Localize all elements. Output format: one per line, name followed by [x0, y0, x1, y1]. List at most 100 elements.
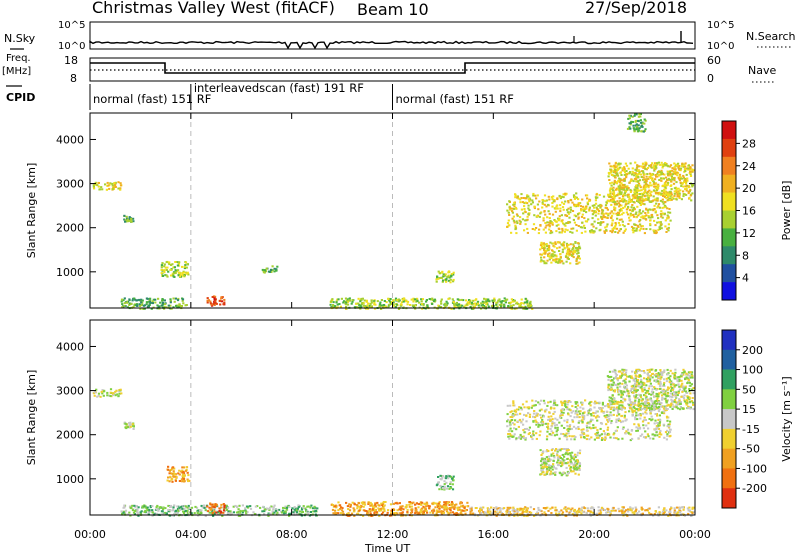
time-axis-label: Time UT [364, 542, 410, 554]
data-region [160, 260, 190, 278]
freq-label: Freq. [6, 53, 31, 64]
colorbar-swatch [722, 369, 736, 390]
colorbar-swatch [722, 409, 736, 430]
colorbar-swatch [722, 488, 736, 509]
data-region [506, 399, 672, 442]
colorbar-swatch [722, 156, 736, 175]
colorbar-swatch [722, 448, 736, 469]
colorbar-swatch [722, 428, 736, 449]
data-region [435, 474, 455, 491]
power-colorbar: 4 8 12 16 20 24 28 Power [dB] [721, 120, 793, 301]
colorbar-tick-label: -100 [742, 462, 767, 475]
data-region [166, 465, 191, 483]
freq-tick-bottom: 8 [70, 72, 77, 85]
colorbar-swatch [722, 121, 736, 140]
colorbar-swatch [722, 264, 736, 283]
colorbar-swatch [722, 468, 736, 489]
colorbar-swatch [722, 282, 736, 301]
data-region [206, 502, 226, 514]
time-tick-label: 12:00 [377, 528, 409, 541]
colorbar-tick-label: 4 [742, 272, 749, 285]
colorbar-swatch [722, 138, 736, 158]
data-region [92, 388, 123, 398]
y-tick-label: 1000 [56, 473, 84, 486]
nsky-panel: N.Sky 10^5 10^0 10^5 10^0 N.Search [4, 20, 796, 52]
colorbar-tick-label: 100 [742, 364, 763, 377]
y-axis-label: Slant Range [km] [25, 163, 38, 259]
time-tick-label: 16:00 [477, 528, 509, 541]
cpid-panel: CPID normal (fast) 151 RFinterleavedscan… [6, 81, 514, 110]
nave-tick-top: 60 [707, 54, 721, 67]
y-tick-label: 4000 [56, 340, 84, 353]
data-region [606, 368, 695, 411]
nsearch-label: N.Search [746, 30, 796, 43]
colorbar-tick-label: 16 [742, 205, 756, 218]
time-tick-label: 20:00 [578, 528, 610, 541]
time-tick-label: 04:00 [175, 528, 207, 541]
colorbar-tick-label: 200 [742, 344, 763, 357]
beam-label: Beam 10 [357, 0, 429, 19]
data-region [120, 504, 319, 517]
data-region [206, 295, 226, 307]
data-region [329, 297, 534, 310]
colorbar-tick-label: 50 [742, 383, 756, 396]
nsky-tick-bottom: 10^0 [58, 41, 85, 52]
colorbar-tick-label: -15 [742, 423, 760, 436]
power-panel: 1000 2000 3000 4000 Slant Range [km] [25, 112, 696, 310]
nave-tick-bottom: 0 [707, 72, 714, 85]
freq-unit: [MHz] [2, 66, 31, 77]
velocity-colorbar: 200 100 50 15 -15 -50 -100 -200 Velocity [m s⁻¹] [721, 329, 793, 509]
cpid-segment-label: normal (fast) 151 RF [396, 92, 514, 106]
colorbar-swatch [722, 228, 736, 247]
data-region [123, 421, 135, 430]
colorbar-swatch [722, 330, 736, 351]
y-tick-label: 3000 [56, 178, 84, 191]
data-region [261, 265, 279, 274]
velocity-panel: 1000 2000 3000 4000 Slant Range [km] [25, 319, 696, 517]
y-tick-label: 4000 [56, 133, 84, 146]
cpid-segment-label: normal (fast) 151 RF [93, 92, 211, 106]
cpid-segment-label: interleavedscan (fast) 191 RF [194, 81, 364, 95]
colorbar-swatch [722, 174, 736, 193]
colorbar-tick-label: 15 [742, 403, 756, 416]
nsearch-tick-top: 10^5 [707, 20, 734, 31]
nave-label: Nave [748, 64, 776, 77]
data-region [626, 113, 647, 133]
y-tick-label: 2000 [56, 429, 84, 442]
nsky-tick-top: 10^5 [58, 20, 85, 31]
colorbar-tick-label: 24 [742, 160, 756, 173]
y-tick-label: 2000 [56, 222, 84, 235]
nsky-label: N.Sky [4, 32, 36, 45]
colorbar-label: Power [dB] [780, 181, 793, 241]
colorbar-swatch [722, 192, 736, 211]
colorbar-swatch [722, 210, 736, 229]
data-region [92, 181, 123, 191]
colorbar-swatch [722, 349, 736, 370]
colorbar-tick-label: 20 [742, 182, 756, 195]
y-axis-label: Slant Range [km] [25, 370, 38, 466]
colorbar-tick-label: 12 [742, 227, 756, 240]
title: Christmas Valley West (fitACF) [92, 0, 335, 17]
colorbar-label: Velocity [m s⁻¹] [780, 376, 793, 461]
time-tick-label: 08:00 [276, 528, 308, 541]
freq-panel: Freq. [MHz] 18 8 60 0 Nave [2, 53, 776, 85]
colorbar-tick-label: -200 [742, 482, 767, 495]
data-region [435, 270, 455, 284]
colorbar-swatch [722, 246, 736, 265]
cpid-label: CPID [6, 91, 35, 104]
y-tick-label: 1000 [56, 266, 84, 279]
data-region [606, 161, 695, 204]
time-axis: 00:00 04:00 08:00 12:00 16:00 20:00 00:00 [74, 528, 711, 541]
colorbar-tick-label: -50 [742, 443, 760, 456]
time-tick-label: 00:00 [679, 528, 711, 541]
data-region [120, 297, 188, 310]
data-region [123, 214, 135, 223]
date-label: 27/Sep/2018 [585, 0, 687, 17]
data-region [539, 448, 582, 477]
colorbar-swatch [722, 389, 736, 410]
data-region [539, 241, 582, 265]
time-tick-label: 00:00 [74, 528, 106, 541]
y-tick-label: 3000 [56, 385, 84, 398]
freq-tick-top: 18 [64, 54, 78, 67]
